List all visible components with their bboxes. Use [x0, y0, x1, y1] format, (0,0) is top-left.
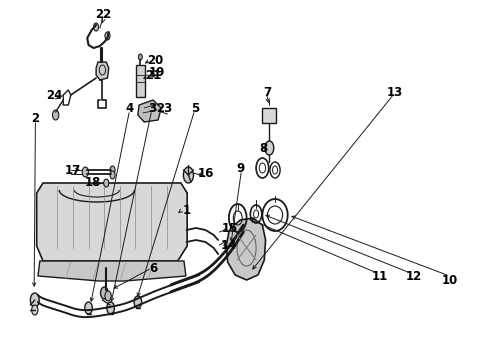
Bar: [263, 108, 276, 123]
Text: 14: 14: [220, 239, 237, 252]
Text: 11: 11: [372, 270, 388, 283]
Text: 3: 3: [147, 102, 156, 114]
Polygon shape: [226, 218, 266, 280]
Circle shape: [32, 305, 38, 315]
Text: 24: 24: [46, 89, 63, 102]
Text: 18: 18: [85, 176, 101, 189]
Text: 8: 8: [259, 141, 267, 154]
Text: 12: 12: [405, 270, 422, 283]
Circle shape: [94, 23, 98, 31]
Text: 17: 17: [65, 163, 81, 176]
Text: 20: 20: [147, 54, 163, 67]
Text: 21: 21: [145, 68, 161, 81]
Polygon shape: [96, 62, 109, 80]
Circle shape: [82, 167, 89, 177]
Text: 22: 22: [95, 8, 111, 21]
Circle shape: [110, 171, 115, 179]
Text: 2: 2: [31, 112, 40, 125]
Text: 1: 1: [182, 203, 191, 216]
Circle shape: [52, 110, 59, 120]
Circle shape: [104, 179, 109, 187]
Circle shape: [105, 32, 110, 40]
Circle shape: [139, 54, 142, 60]
Text: 7: 7: [263, 86, 271, 99]
Text: 16: 16: [197, 166, 214, 180]
Text: 23: 23: [156, 102, 172, 114]
Text: 9: 9: [236, 162, 245, 175]
Text: 13: 13: [387, 86, 403, 99]
Polygon shape: [138, 100, 161, 122]
Bar: [136, 65, 145, 97]
Text: 15: 15: [221, 221, 238, 234]
Circle shape: [183, 167, 194, 183]
Circle shape: [100, 287, 108, 299]
Circle shape: [134, 296, 142, 308]
Circle shape: [110, 166, 115, 174]
Circle shape: [85, 302, 92, 314]
Polygon shape: [38, 261, 186, 281]
Text: 10: 10: [442, 274, 458, 287]
Text: 19: 19: [148, 66, 165, 78]
Text: 6: 6: [149, 261, 158, 274]
Circle shape: [107, 302, 115, 314]
Circle shape: [265, 141, 274, 155]
Polygon shape: [37, 183, 187, 261]
Circle shape: [30, 293, 39, 307]
Circle shape: [105, 291, 111, 301]
Text: 5: 5: [191, 102, 199, 114]
Text: 4: 4: [125, 102, 134, 114]
